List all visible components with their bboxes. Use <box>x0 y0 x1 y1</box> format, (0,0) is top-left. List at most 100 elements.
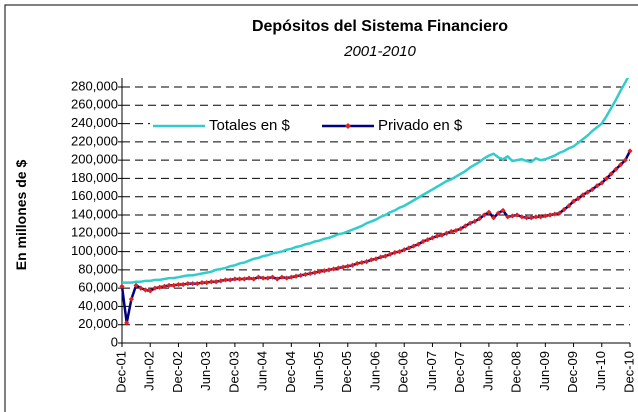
series-marker <box>561 206 567 213</box>
y-tick-label: 80,000 <box>78 261 118 276</box>
series-marker <box>566 203 572 209</box>
y-tick-label: 200,000 <box>71 152 118 167</box>
x-tick-label: Dec-02 <box>170 351 185 393</box>
series-marker <box>528 215 534 221</box>
series-marker <box>547 212 553 218</box>
x-tick-label: Dec-10 <box>621 351 636 393</box>
series-marker <box>509 213 516 219</box>
series-marker <box>166 282 172 288</box>
series-marker <box>472 218 478 224</box>
series-marker <box>189 280 196 287</box>
series-marker <box>495 210 501 216</box>
x-tick-label: Jun-05 <box>311 351 326 391</box>
x-tick-label: Jun-02 <box>142 351 157 391</box>
series-marker <box>340 264 346 270</box>
series-marker <box>585 189 591 195</box>
series-marker <box>331 266 337 272</box>
series-line <box>122 78 629 284</box>
series-marker <box>429 235 436 241</box>
series-marker <box>326 267 332 273</box>
series-marker <box>133 282 139 288</box>
series-marker <box>227 277 233 283</box>
series-marker <box>185 280 191 287</box>
series-marker <box>199 280 205 286</box>
y-tick-label: 120,000 <box>71 225 118 240</box>
series-marker <box>453 227 459 234</box>
series-marker <box>265 275 271 281</box>
series-marker <box>213 279 219 285</box>
series-marker <box>552 211 558 217</box>
series-marker <box>589 186 595 192</box>
chart-border <box>4 4 638 412</box>
series-marker <box>622 157 628 163</box>
series-marker <box>519 214 525 220</box>
series-marker <box>204 280 210 286</box>
series-marker <box>302 271 309 278</box>
series-marker <box>218 278 224 284</box>
plot <box>119 78 633 326</box>
series-marker <box>251 276 257 282</box>
series-marker <box>443 230 450 236</box>
series-marker <box>467 220 473 226</box>
series-marker <box>448 228 454 235</box>
series-marker <box>293 273 299 279</box>
series-marker <box>500 207 506 214</box>
series-marker <box>425 237 431 243</box>
legend-label: Totales en $ <box>209 117 291 134</box>
series-marker <box>599 180 605 186</box>
x-tick-label: Dec-01 <box>113 351 128 393</box>
series-marker <box>533 214 539 220</box>
series-marker <box>603 175 610 182</box>
series-marker <box>246 275 252 281</box>
series-marker <box>608 171 614 177</box>
series-marker <box>152 285 158 291</box>
series-marker <box>476 216 483 222</box>
series-marker <box>613 166 619 172</box>
series-marker <box>411 243 417 249</box>
series-marker <box>316 269 323 275</box>
series-marker <box>274 276 280 282</box>
series-marker <box>373 256 379 262</box>
legend-label: Privado en $ <box>378 117 463 134</box>
chart-subtitle: 2001-2010 <box>343 43 416 60</box>
x-tick-label: Dec-03 <box>226 351 241 393</box>
series-marker <box>194 280 200 287</box>
series-marker <box>556 210 563 216</box>
series-marker <box>138 285 144 291</box>
series-marker <box>396 248 403 255</box>
series-marker <box>241 276 247 282</box>
series-marker <box>312 270 318 276</box>
y-tick-label: 20,000 <box>78 316 118 331</box>
series-marker <box>345 263 351 269</box>
series-marker <box>538 214 544 220</box>
series-marker <box>335 265 341 271</box>
series-marker <box>349 262 356 268</box>
y-tick-label: 140,000 <box>71 206 118 221</box>
series-marker <box>542 213 548 219</box>
chart-title: Depósitos del Sistema Financiero <box>252 18 508 35</box>
series-marker <box>157 284 163 290</box>
series-marker <box>439 232 445 238</box>
series-marker <box>180 281 186 288</box>
x-tick-label: Jun-08 <box>480 351 495 391</box>
y-tick-label: 180,000 <box>71 170 118 185</box>
series-marker <box>575 195 581 202</box>
x-tick-label: Dec-07 <box>452 351 467 393</box>
x-tick-label: Jun-03 <box>198 351 213 391</box>
x-tick-label: Dec-04 <box>283 351 298 393</box>
series-marker <box>284 275 290 281</box>
y-tick-label: 100,000 <box>71 243 118 258</box>
series-marker <box>387 251 393 257</box>
series-marker <box>570 198 577 204</box>
series-marker <box>401 247 407 253</box>
y-tick-label: 240,000 <box>71 115 118 130</box>
legend-background <box>150 114 485 138</box>
y-tick-label: 40,000 <box>78 298 118 313</box>
series-marker <box>288 274 294 280</box>
series-marker <box>627 148 633 154</box>
series-marker <box>434 233 440 239</box>
series-marker <box>378 254 384 260</box>
series-marker <box>222 277 229 283</box>
y-tick-label: 160,000 <box>71 188 118 203</box>
